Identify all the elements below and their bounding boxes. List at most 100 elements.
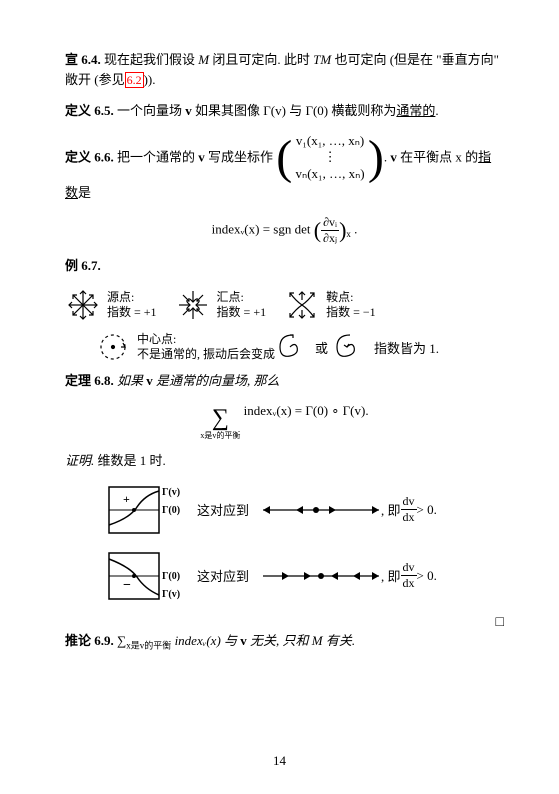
text: 写成坐标作 [205,149,277,164]
text: 把一个通常的 [117,149,198,164]
svg-text:Γ(0): Γ(0) [162,505,180,516]
text: 不是通常的, 振动后会变成 [137,347,275,361]
source-icon [65,287,101,323]
index-value: 指数 = −1 [326,305,376,319]
text: > 0. [417,568,437,584]
fraction: dv dx [401,494,417,525]
text: 在平衡点 x 的 [397,149,478,164]
page-content: 宣 6.4. 现在起我们假设 M 闭且可定向. 此时 TM 也可定向 (但是在 … [0,0,559,695]
paren-right-icon: ) [368,134,384,182]
index-formula: indexᵥ(x) = sgn det ( ∂vᵢ ∂xⱼ )x . [65,215,504,246]
denominator: dx [401,576,417,591]
saddle-item: 鞍点: 指数 = −1 [284,287,376,323]
text: )). [144,72,156,87]
center-icon [95,329,131,365]
label: 源点: [107,290,134,304]
heading-label: 定理 6.8. [65,373,114,388]
svg-text:Γ(v): Γ(v) [162,487,180,498]
example-row-1: 源点: 指数 = +1 汇点: 指数 = +1 [65,287,504,323]
corollary-6-9: 推论 6.9. ∑x是v的平衡 indexᵥ(x) 与 v 无关, 只和 M 有… [65,631,504,653]
heading-label: 证明. [65,453,94,468]
text: > 0. [417,502,437,518]
matrix-row: ⋮ [324,149,337,164]
spiral-in-icon [332,332,362,362]
text: 一个向量场 [117,103,185,118]
text: 有关. [323,633,356,648]
text: . [354,221,357,236]
text: 如果其图像 Γ(v) 与 Γ(0) 横截则称为 [192,103,397,118]
matrix: ( v₁(x₁, …, xₙ) ⋮ vₙ(x₁, …, xₙ) ) [276,133,384,184]
source-text: 源点: 指数 = +1 [107,290,157,321]
sink-icon [175,287,211,323]
var-TM: TM [313,52,331,67]
text: 无关, 只和 [247,633,312,648]
fraction: dv dx [401,560,417,591]
sum-subscript: x是v的平衡 [200,430,240,441]
definition-6-6: 定义 6.6. 把一个通常的 v 写成坐标作 ( v₁(x₁, …, xₙ) ⋮… [65,133,504,203]
line-diagram-1 [261,500,381,520]
sink-item: 汇点: 指数 = +1 [175,287,267,323]
label: 鞍点: [326,290,353,304]
svg-text:−: − [123,578,131,593]
example-row-2: 中心点: 不是通常的, 振动后会变成 或 指数皆为 1. [95,329,504,365]
center-text: 中心点: 不是通常的, 振动后会变成 [137,332,275,363]
text: 这对应到 [197,566,249,585]
svg-text:Γ(v): Γ(v) [162,589,180,600]
definition-6-5: 定义 6.5. 一个向量场 v 如果其图像 Γ(v) 与 Γ(0) 横截则称为通… [65,101,504,121]
var-M: M [312,633,323,648]
text: , 即 [381,500,401,519]
sum-subscript: x是v的平衡 [126,640,171,650]
saddle-icon [284,287,320,323]
fraction: ∂vᵢ ∂xⱼ [321,215,339,246]
heading-label: 宣 6.4. [65,52,101,67]
spiral-out-icon [275,332,305,362]
theorem-6-8: 定理 6.8. 如果 v 是通常的向量场, 那么 [65,371,504,391]
box-diagram-negative: − Γ(0) Γ(v) [105,549,185,603]
svg-text:Γ(0): Γ(0) [162,571,180,582]
subscript: x [346,229,351,239]
heading-label: 例 6.7. [65,258,101,273]
proof-row-1: + Γ(v) Γ(0) 这对应到 , 即 dv dx > 0. [105,483,504,537]
sink-text: 汇点: 指数 = +1 [217,290,267,321]
formula-lhs: indexᵥ(x) = sgn det [212,221,311,236]
term: 通常的 [396,103,435,118]
sigma-icon: ∑ [200,406,240,430]
page-number: 14 [0,753,559,769]
denominator: ∂xⱼ [321,231,339,246]
example-6-7: 例 6.7. [65,256,504,276]
numerator: dv [401,560,417,576]
source-item: 源点: 指数 = +1 [65,287,157,323]
box-diagram-positive: + Γ(v) Γ(0) [105,483,185,537]
numerator: dv [401,494,417,510]
text: 这对应到 [197,500,249,519]
index-value: 指数 = +1 [217,305,267,319]
proof-heading: 证明. 维数是 1 时. [65,451,504,471]
text: 闭且可定向. 此时 [209,52,313,67]
paren-left-icon: ( [314,217,321,242]
text: 是通常的向量场, 那么 [153,373,280,388]
proof-row-2: − Γ(0) Γ(v) 这对应到 , 即 dv dx > 0. [105,549,504,603]
label: 中心点: [137,332,176,346]
matrix-content: v₁(x₁, …, xₙ) ⋮ vₙ(x₁, …, xₙ) [296,133,365,184]
text: 或 [315,338,328,357]
svg-text:+: + [123,492,130,506]
text: , 即 [381,566,401,585]
text: 现在起我们假设 [104,52,198,67]
matrix-row: vₙ(x₁, …, xₙ) [296,166,365,181]
declaration-6-4: 宣 6.4. 现在起我们假设 M 闭且可定向. 此时 TM 也可定向 (但是在 … [65,50,504,89]
text: 指数皆为 1. [374,338,439,357]
theorem-formula: ∑ x是v的平衡 indexᵥ(x) = Γ(0) ∘ Γ(v). [65,403,504,442]
formula: indexᵥ(x) = Γ(0) ∘ Γ(v). [244,403,369,418]
numerator: ∂vᵢ [321,215,339,231]
text: indexᵥ(x) 与 [171,633,240,648]
text: . [435,103,438,118]
qed-symbol: □ [65,615,504,631]
text: 如果 [117,373,146,388]
label: 汇点: [217,290,244,304]
cross-ref-link[interactable]: 6.2 [125,72,144,88]
line-diagram-2 [261,566,381,586]
heading-label: 定义 6.5. [65,103,114,118]
heading-label: 定义 6.6. [65,149,114,164]
text: 维数是 1 时. [98,453,166,468]
matrix-row: v₁(x₁, …, xₙ) [296,133,364,148]
